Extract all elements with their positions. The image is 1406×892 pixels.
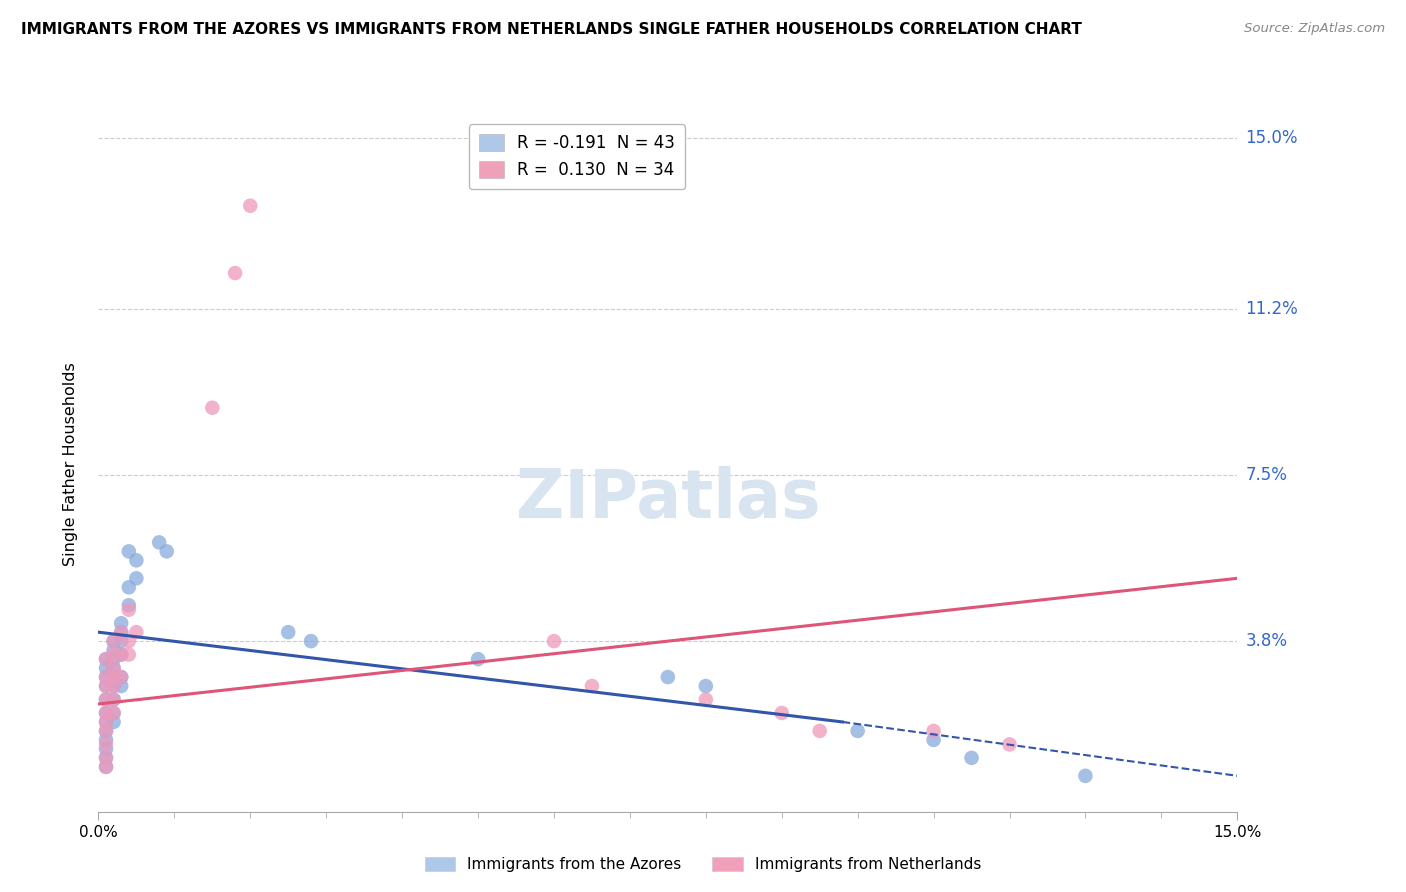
Point	[94, 706, 117, 720]
Point	[103, 714, 125, 729]
Point	[118, 648, 141, 662]
Point	[110, 634, 132, 648]
Legend: R = -0.191  N = 43, R =  0.130  N = 34: R = -0.191 N = 43, R = 0.130 N = 34	[468, 124, 685, 189]
Point	[960, 751, 983, 765]
Point	[467, 652, 489, 666]
Point	[110, 679, 132, 693]
Point	[103, 661, 125, 675]
Point	[94, 760, 117, 774]
Point	[94, 742, 117, 756]
Point	[846, 723, 869, 738]
Point	[110, 670, 132, 684]
Point	[94, 732, 117, 747]
Point	[543, 634, 565, 648]
Point	[110, 670, 132, 684]
Point	[156, 544, 179, 558]
Point	[110, 625, 132, 640]
Point	[110, 648, 132, 662]
Point	[110, 648, 132, 662]
Point	[94, 652, 117, 666]
Point	[125, 571, 148, 585]
Text: Source: ZipAtlas.com: Source: ZipAtlas.com	[1244, 22, 1385, 36]
Point	[103, 692, 125, 706]
Point	[94, 751, 117, 765]
Point	[118, 599, 141, 613]
Point	[118, 544, 141, 558]
Point	[770, 706, 793, 720]
Point	[201, 401, 224, 415]
Point	[94, 661, 117, 675]
Point	[118, 634, 141, 648]
Point	[94, 679, 117, 693]
Point	[695, 679, 717, 693]
Point	[94, 714, 117, 729]
Point	[922, 723, 945, 738]
Point	[695, 692, 717, 706]
Point	[94, 738, 117, 752]
Point	[239, 199, 262, 213]
Text: IMMIGRANTS FROM THE AZORES VS IMMIGRANTS FROM NETHERLANDS SINGLE FATHER HOUSEHOL: IMMIGRANTS FROM THE AZORES VS IMMIGRANTS…	[21, 22, 1083, 37]
Point	[103, 679, 125, 693]
Text: 3.8%: 3.8%	[1246, 632, 1288, 650]
Point	[94, 692, 117, 706]
Point	[94, 670, 117, 684]
Point	[299, 634, 322, 648]
Point	[1074, 769, 1097, 783]
Point	[224, 266, 246, 280]
Point	[103, 679, 125, 693]
Point	[103, 643, 125, 657]
Point	[103, 652, 125, 666]
Point	[118, 603, 141, 617]
Point	[94, 706, 117, 720]
Point	[94, 760, 117, 774]
Point	[94, 652, 117, 666]
Point	[148, 535, 170, 549]
Point	[125, 553, 148, 567]
Text: 11.2%: 11.2%	[1246, 300, 1298, 318]
Point	[103, 670, 125, 684]
Point	[103, 670, 125, 684]
Point	[103, 634, 125, 648]
Point	[94, 679, 117, 693]
Point	[110, 625, 132, 640]
Point	[922, 732, 945, 747]
Point	[657, 670, 679, 684]
Text: ZIPatlas: ZIPatlas	[516, 466, 820, 532]
Point	[94, 723, 117, 738]
Point	[94, 692, 117, 706]
Point	[581, 679, 603, 693]
Point	[277, 625, 299, 640]
Text: 7.5%: 7.5%	[1246, 466, 1288, 484]
Point	[94, 670, 117, 684]
Point	[103, 706, 125, 720]
Point	[118, 580, 141, 594]
Point	[125, 625, 148, 640]
Point	[103, 661, 125, 675]
Point	[103, 706, 125, 720]
Point	[103, 634, 125, 648]
Y-axis label: Single Father Households: Single Father Households	[63, 362, 77, 566]
Point	[998, 738, 1021, 752]
Point	[94, 714, 117, 729]
Point	[110, 616, 132, 631]
Point	[103, 648, 125, 662]
Legend: Immigrants from the Azores, Immigrants from Netherlands: Immigrants from the Azores, Immigrants f…	[418, 849, 988, 880]
Point	[94, 723, 117, 738]
Text: 15.0%: 15.0%	[1246, 129, 1298, 147]
Point	[103, 692, 125, 706]
Point	[94, 751, 117, 765]
Point	[808, 723, 831, 738]
